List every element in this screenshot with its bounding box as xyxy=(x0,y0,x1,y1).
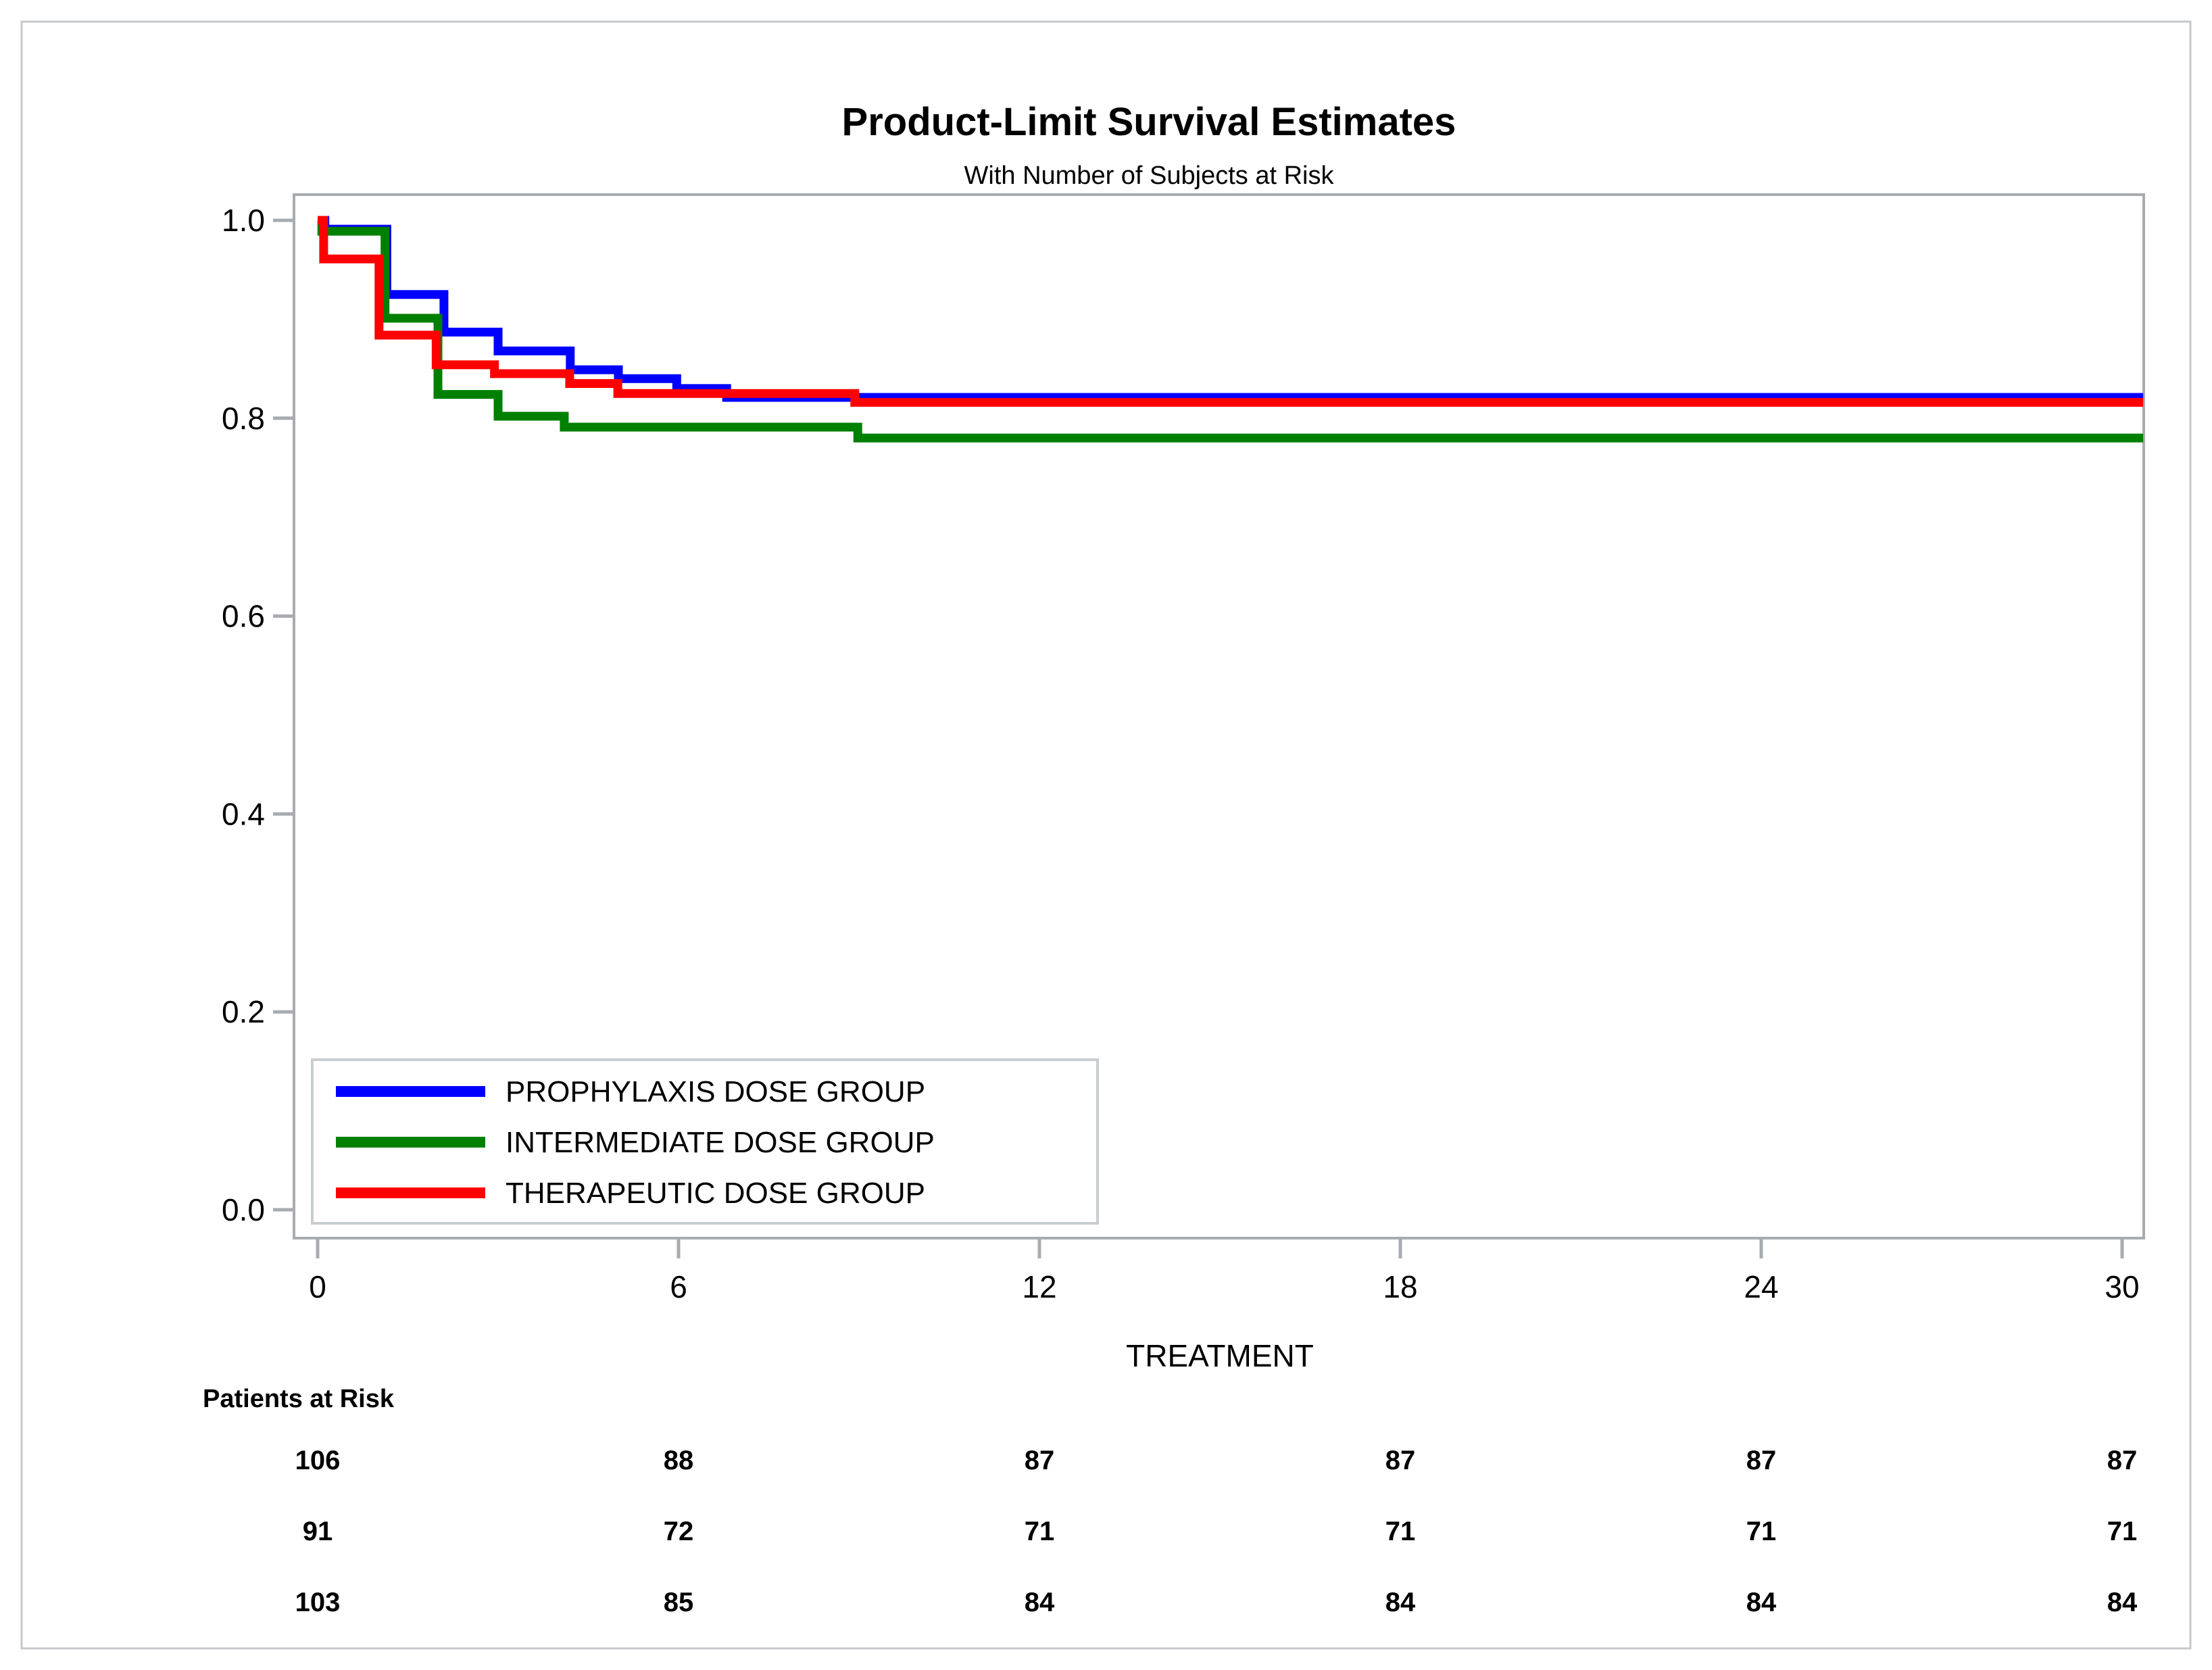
x-tick-label: 30 xyxy=(2105,1269,2139,1304)
chart-subtitle: With Number of Subjects at Risk xyxy=(964,162,1335,190)
risk-value: 103 xyxy=(295,1588,341,1617)
legend-label-prophylaxis: PROPHYLAXIS DOSE GROUP xyxy=(506,1075,925,1108)
risk-value: 84 xyxy=(1746,1588,1777,1617)
risk-value: 91 xyxy=(303,1517,333,1546)
x-tick-label: 24 xyxy=(1744,1269,1778,1304)
x-tick-label: 0 xyxy=(309,1269,326,1304)
legend-label-intermediate: INTERMEDIATE DOSE GROUP xyxy=(506,1126,935,1159)
risk-value: 87 xyxy=(2107,1446,2138,1475)
risk-value: 106 xyxy=(295,1446,341,1475)
y-tick-label: 1.0 xyxy=(222,203,265,238)
risk-table-label: Patients at Risk xyxy=(203,1385,395,1413)
risk-value: 72 xyxy=(664,1517,694,1546)
y-tick-label: 0.6 xyxy=(222,599,265,634)
risk-value: 87 xyxy=(1385,1446,1416,1475)
risk-row-prophylaxis: 106 88 87 87 87 87 xyxy=(295,1446,2138,1475)
risk-value: 71 xyxy=(2107,1517,2138,1546)
x-tick-label: 12 xyxy=(1022,1269,1056,1304)
risk-table: 106 88 87 87 87 87 91 72 71 71 71 71 103 85 84 84 84 84 xyxy=(295,1446,2138,1617)
risk-row-intermediate: 91 72 71 71 71 71 xyxy=(303,1517,2138,1546)
y-tick-label: 0.8 xyxy=(222,401,265,436)
risk-value: 71 xyxy=(1746,1517,1777,1546)
risk-value: 71 xyxy=(1025,1517,1055,1546)
risk-value: 71 xyxy=(1385,1517,1416,1546)
y-tick-label: 0.0 xyxy=(222,1192,265,1227)
chart-title: Product-Limit Survival Estimates xyxy=(842,100,1456,144)
risk-value: 84 xyxy=(1025,1588,1055,1617)
risk-value: 87 xyxy=(1025,1446,1055,1475)
risk-row-therapeutic: 103 85 84 84 84 84 xyxy=(295,1588,2138,1617)
risk-value: 84 xyxy=(1385,1588,1416,1617)
y-axis: 1.0 0.8 0.6 0.4 0.2 0.0 xyxy=(222,203,294,1227)
legend-label-therapeutic: THERAPEUTIC DOSE GROUP xyxy=(506,1177,925,1210)
risk-value: 84 xyxy=(2107,1588,2138,1617)
legend: PROPHYLAXIS DOSE GROUP INTERMEDIATE DOSE… xyxy=(311,1058,1099,1225)
y-tick-label: 0.4 xyxy=(222,796,265,831)
y-tick-label: 0.2 xyxy=(222,994,265,1029)
x-axis-title: TREATMENT xyxy=(1126,1338,1314,1373)
x-tick-label: 18 xyxy=(1383,1269,1417,1304)
plot-frame xyxy=(293,193,2145,1239)
survival-curve-therapeutic xyxy=(318,216,2144,407)
survival-curves xyxy=(317,216,2144,443)
x-axis: 0 6 12 18 24 30 xyxy=(309,1238,2140,1304)
risk-value: 88 xyxy=(664,1446,694,1475)
risk-value: 85 xyxy=(664,1588,694,1617)
x-tick-label: 6 xyxy=(670,1269,687,1304)
risk-value: 87 xyxy=(1746,1446,1777,1475)
survival-curve-intermediate xyxy=(317,216,2144,443)
